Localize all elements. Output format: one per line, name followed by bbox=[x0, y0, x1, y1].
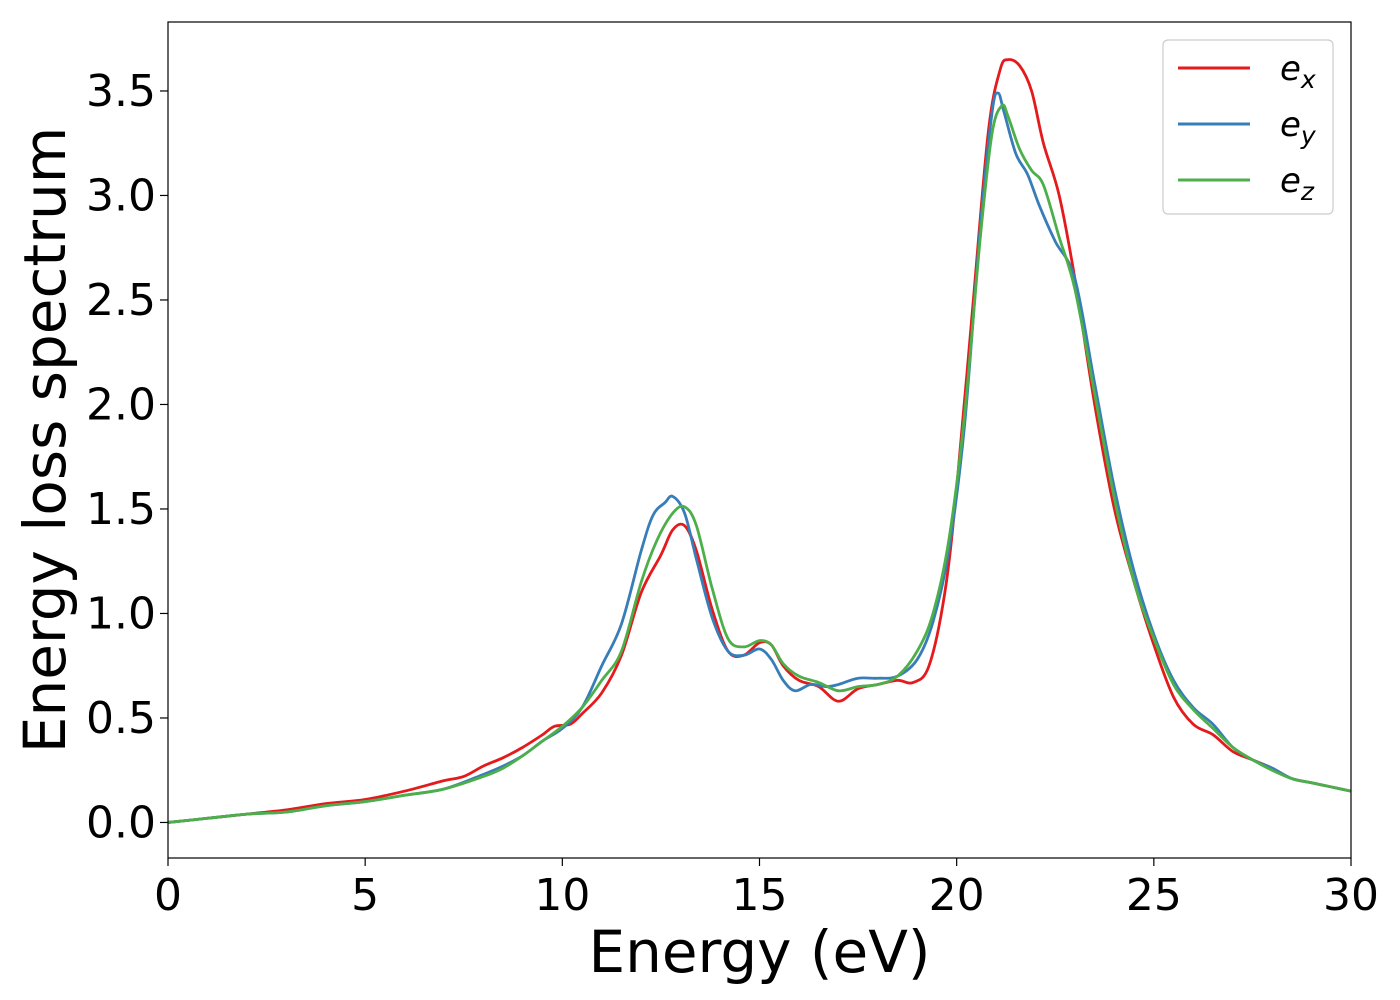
x-tick-label: 20 bbox=[929, 870, 985, 921]
x-tick-label: 10 bbox=[534, 870, 590, 921]
legend-label-ez: ez bbox=[1280, 161, 1315, 206]
x-tick-label: 30 bbox=[1323, 870, 1379, 921]
y-axis-title: Energy loss spectrum bbox=[11, 127, 79, 753]
y-tick-label: 1.5 bbox=[86, 484, 156, 535]
x-tick-label: 25 bbox=[1126, 870, 1182, 921]
x-axis-title: Energy (eV) bbox=[588, 918, 930, 986]
y-axis-ticks: 0.0 0.5 1.0 1.5 2.0 2.5 3.0 3.5 bbox=[86, 66, 168, 848]
x-tick-label: 0 bbox=[154, 870, 182, 921]
y-tick-label: 3.0 bbox=[86, 170, 156, 221]
plot-series bbox=[168, 58, 1351, 824]
x-axis-ticks: 0 5 10 15 20 25 30 bbox=[154, 858, 1379, 921]
y-tick-label: 2.0 bbox=[86, 379, 156, 430]
series-line-ez bbox=[168, 103, 1351, 824]
legend-label-ex: ex bbox=[1280, 49, 1316, 94]
y-tick-label: 2.5 bbox=[86, 275, 156, 326]
x-tick-label: 15 bbox=[732, 870, 788, 921]
y-tick-label: 3.5 bbox=[86, 66, 156, 117]
y-tick-label: 0.5 bbox=[86, 693, 156, 744]
legend-label-ey: ey bbox=[1280, 105, 1317, 150]
legend: ex ey ez bbox=[1162, 39, 1334, 215]
y-tick-label: 1.0 bbox=[86, 588, 156, 639]
x-tick-label: 5 bbox=[351, 870, 379, 921]
y-tick-label: 0.0 bbox=[86, 797, 156, 848]
legend-box bbox=[1162, 39, 1334, 215]
